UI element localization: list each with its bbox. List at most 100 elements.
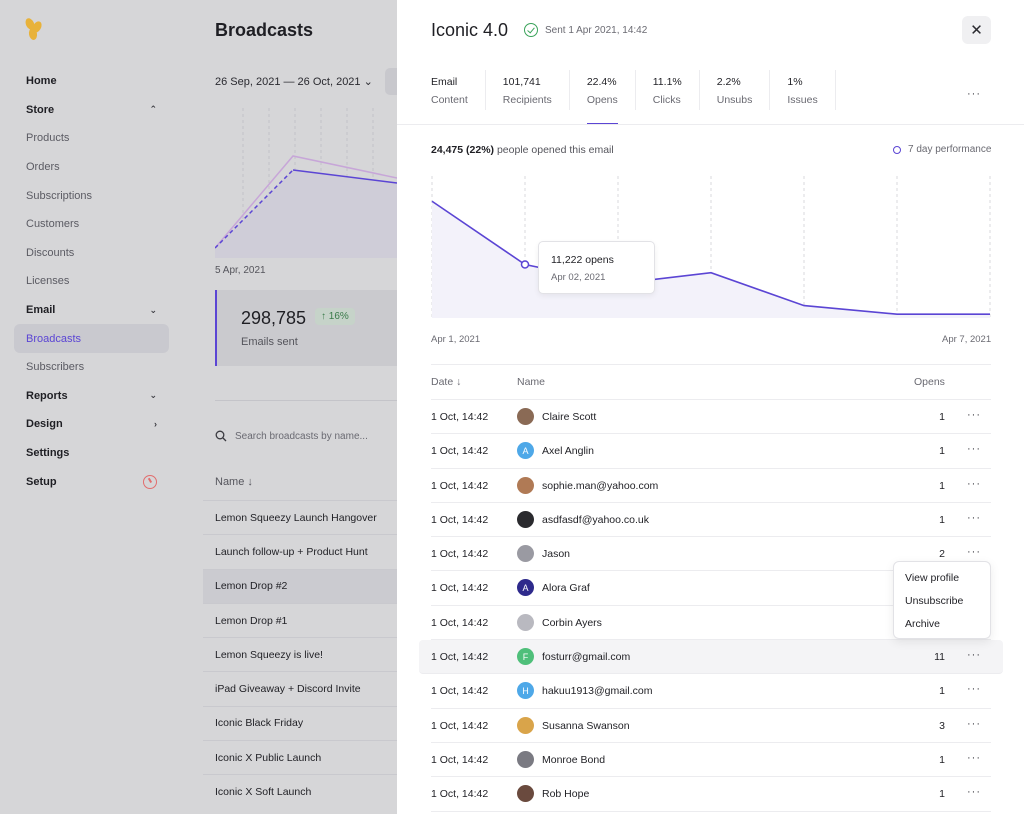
menu-item-view-profile[interactable]: View profile <box>905 571 960 584</box>
chart-tooltip: 11,222 opens Apr 02, 2021 <box>538 241 655 294</box>
tab-content[interactable]: Email Content <box>431 70 486 110</box>
sidebar-item-label: Subscribers <box>26 361 85 374</box>
sidebar-item-label: Store <box>26 103 55 116</box>
list-item[interactable]: Iconic X Soft Launch <box>203 774 397 808</box>
filter-button[interactable] <box>385 68 397 95</box>
tab-unsubs[interactable]: 2.2% Unsubs <box>717 70 771 110</box>
sidebar-item-design[interactable]: Design › <box>14 410 169 439</box>
logo-icon <box>25 18 42 40</box>
sidebar-item-orders[interactable]: Orders <box>14 153 169 182</box>
more-options-icon[interactable]: ··· <box>967 409 981 421</box>
chart-legend: 7 day performance <box>893 144 991 155</box>
sidebar-item-home[interactable]: Home <box>14 67 169 96</box>
table-row[interactable]: 1 Oct, 14:42 sophie.man@yahoo.com 1 ··· <box>431 469 991 503</box>
more-options-icon[interactable]: ··· <box>967 649 981 662</box>
more-options-icon[interactable]: ··· <box>967 786 981 799</box>
divider <box>431 364 991 365</box>
more-options-icon[interactable]: ··· <box>967 88 981 100</box>
row-name: asdfasdf@yahoo.co.uk <box>542 513 649 526</box>
list-item[interactable]: Lemon Drop #1 <box>203 602 397 637</box>
list-item[interactable]: Lemon Squeezy Launch Hangover <box>203 500 397 534</box>
tab-recipients[interactable]: 101,741 Recipients <box>503 70 570 110</box>
row-name: fosturr@gmail.com <box>542 651 631 664</box>
menu-item-archive[interactable]: Archive <box>905 617 941 630</box>
more-options-icon[interactable]: ··· <box>967 477 981 490</box>
row-date: 1 Oct, 14:42 <box>431 479 489 492</box>
search-bar[interactable]: Search broadcasts by name... <box>215 430 368 442</box>
opens-chart <box>431 176 991 318</box>
table-row[interactable]: 1 Oct, 14:42 Susanna Swanson 3 ··· <box>431 709 991 743</box>
sidebar-item-label: Home <box>26 75 57 88</box>
table-row[interactable]: 1 Oct, 14:42 A Axel Anglin 1 ··· <box>431 434 991 469</box>
avatar: H <box>517 682 534 700</box>
list-item[interactable]: Launch follow-up + Product Hunt <box>203 534 397 568</box>
more-options-icon[interactable]: ··· <box>967 546 981 559</box>
avatar: A <box>517 442 534 460</box>
sidebar-item-store[interactable]: Store ⌃ <box>14 96 169 125</box>
sidebar-item-discounts[interactable]: Discounts <box>14 239 169 268</box>
x-axis-end-label: Apr 7, 2021 <box>942 334 992 345</box>
more-options-icon[interactable]: ··· <box>967 751 981 764</box>
sidebar-item-broadcasts[interactable]: Broadcasts <box>14 324 169 353</box>
sidebar-item-products[interactable]: Products <box>14 124 169 153</box>
avatar: F <box>517 648 534 666</box>
sidebar-item-subscriptions[interactable]: Subscriptions <box>14 181 169 210</box>
more-options-icon[interactable]: ··· <box>967 683 981 696</box>
tab-clicks[interactable]: 11.1% Clicks <box>653 70 700 110</box>
row-name: Axel Anglin <box>542 445 594 458</box>
row-name: Claire Scott <box>542 411 597 423</box>
tab-label: Recipients <box>502 94 552 106</box>
sidebar-item-email[interactable]: Email ⌄ <box>14 296 169 325</box>
tab-value: 22.4% <box>586 76 617 88</box>
sidebar-nav: Home Store ⌃ Products Orders Subscriptions Cus… <box>14 67 169 496</box>
tab-opens[interactable]: 22.4% Opens <box>586 70 636 125</box>
x-axis-start-label: Apr 1, 2021 <box>431 334 481 345</box>
list-item[interactable]: iPad Giveaway + Discord Invite <box>203 671 397 705</box>
name-column-header[interactable]: Name ↓ <box>215 476 253 488</box>
list-item[interactable]: Iconic X Public Launch <box>203 740 397 774</box>
row-opens: 3 <box>939 719 945 732</box>
row-date: 1 Oct, 14:42 <box>431 651 489 664</box>
row-date: 1 Oct, 14:42 <box>431 582 489 595</box>
more-options-icon[interactable]: ··· <box>967 511 981 524</box>
more-options-icon[interactable]: ··· <box>967 443 981 456</box>
search-input[interactable]: Search broadcasts by name... <box>235 430 368 442</box>
sidebar-item-label: Orders <box>26 161 60 174</box>
close-button[interactable]: ✕ <box>962 16 991 44</box>
tab-value: Email <box>431 76 458 88</box>
sidebar-item-customers[interactable]: Customers <box>14 210 169 239</box>
close-icon: ✕ <box>970 22 983 39</box>
avatar <box>517 476 534 494</box>
date-column-header[interactable]: Date ↓ <box>431 376 462 388</box>
recipients-table: 1 Oct, 14:42 Claire Scott 1 ··· 1 Oct, 14:42… <box>419 400 1003 812</box>
date-range-picker[interactable]: 26 Sep, 2021 — 26 Oct, 2021 ⌄ <box>215 75 373 88</box>
menu-item-unsubscribe[interactable]: Unsubscribe <box>905 594 964 607</box>
table-row[interactable]: 1 Oct, 14:42 Claire Scott 1 ··· <box>431 400 991 435</box>
opens-summary: 24,475 (22%) people opened this email <box>431 144 614 156</box>
row-opens: 11 <box>934 651 945 664</box>
emails-sent-card: 298,785 ↑ 16% Emails sent <box>215 290 397 366</box>
list-item[interactable]: Lemon Drop #2 <box>203 568 397 603</box>
divider <box>431 399 991 400</box>
avatar: A <box>517 579 534 597</box>
more-options-icon[interactable]: ··· <box>967 717 981 730</box>
table-row[interactable]: 1 Oct, 14:42 Rob Hope 1 ··· <box>431 777 991 812</box>
tab-issues[interactable]: 1% Issues <box>787 70 836 110</box>
sidebar-item-settings[interactable]: Settings <box>14 439 169 468</box>
opens-column-header: Opens <box>914 376 945 388</box>
sidebar-item-licenses[interactable]: Licenses <box>14 267 169 296</box>
list-item[interactable]: Iconic Black Friday <box>203 705 397 740</box>
sidebar-item-reports[interactable]: Reports ⌄ <box>14 382 169 411</box>
list-item[interactable]: Lemon Squeezy is live! <box>203 637 397 671</box>
table-row[interactable]: 1 Oct, 14:42 Jason 2 ··· <box>431 537 991 572</box>
broadcasts-page: Broadcasts 26 Sep, 2021 — 26 Oct, 2021 ⌄… <box>183 0 397 814</box>
stat-label: Emails sent <box>241 336 298 348</box>
legend-label: 7 day performance <box>908 144 992 155</box>
table-row[interactable]: 1 Oct, 14:42 asdfasdf@yahoo.co.uk 1 ··· <box>431 503 991 538</box>
sidebar-item-setup[interactable]: Setup <box>14 467 169 496</box>
divider <box>215 400 397 401</box>
sidebar-item-subscribers[interactable]: Subscribers <box>14 353 169 382</box>
table-row[interactable]: 1 Oct, 14:42 Monroe Bond 1 ··· <box>431 743 991 778</box>
